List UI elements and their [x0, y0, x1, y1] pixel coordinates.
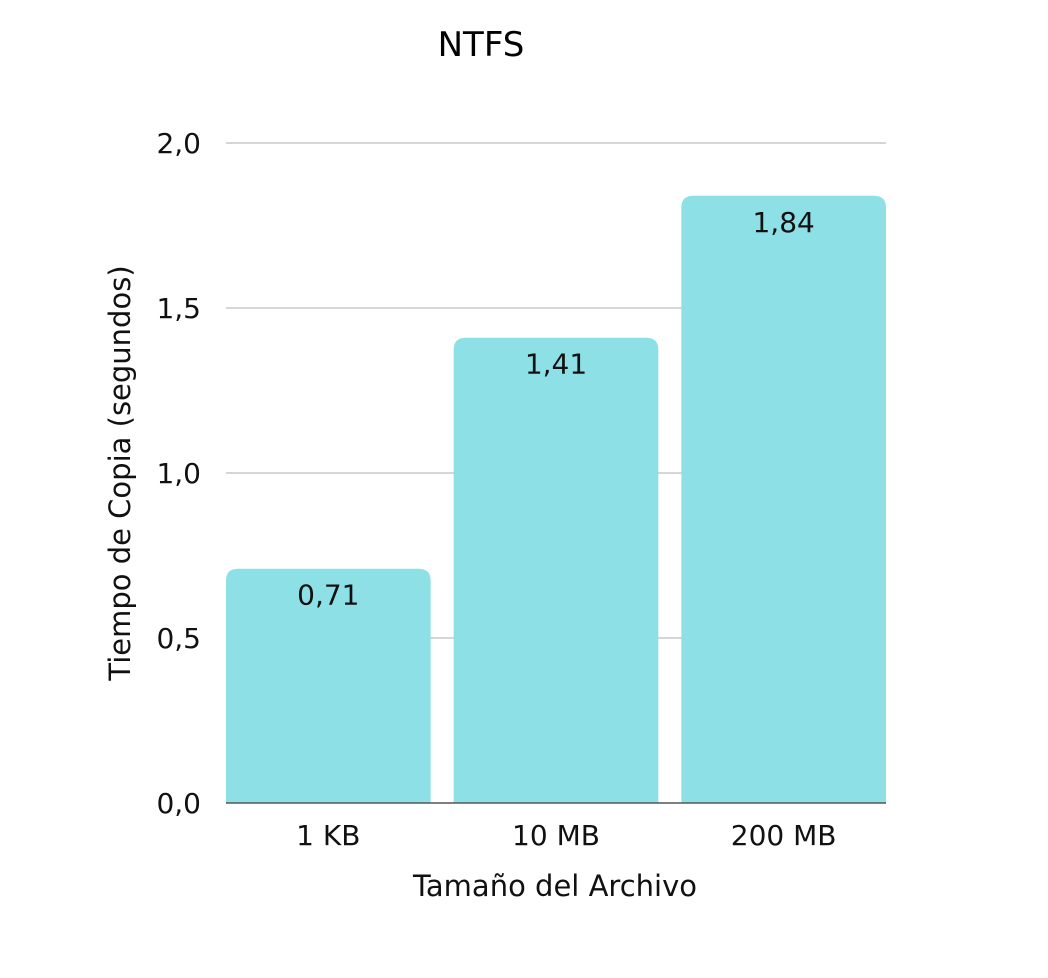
- data-labels: 0,71 1,41 1,84: [297, 206, 815, 612]
- data-label: 1,84: [752, 206, 814, 239]
- y-tick-label: 1,0: [156, 457, 201, 490]
- x-tick-labels: 1 KB 10 MB 200 MB: [296, 819, 836, 852]
- y-tick-label: 0,5: [156, 622, 201, 655]
- data-label: 0,71: [297, 579, 359, 612]
- x-tick-label: 1 KB: [296, 819, 360, 852]
- y-tick-labels: 0,0 0,5 1,0 1,5 2,0: [156, 127, 201, 820]
- x-axis-label: Tamaño del Archivo: [412, 869, 697, 903]
- x-tick-label: 200 MB: [731, 819, 837, 852]
- chart-title: NTFS: [438, 25, 525, 65]
- y-axis-label: Tiempo de Copia (segundos): [103, 265, 137, 681]
- data-label: 1,41: [525, 348, 587, 381]
- y-tick-label: 0,0: [156, 787, 201, 820]
- y-tick-label: 2,0: [156, 127, 201, 160]
- bar: [681, 195, 886, 804]
- bar: [453, 337, 659, 803]
- x-tick-label: 10 MB: [512, 819, 600, 852]
- y-tick-label: 1,5: [156, 292, 201, 325]
- bars: [226, 195, 886, 804]
- bar: [226, 568, 431, 803]
